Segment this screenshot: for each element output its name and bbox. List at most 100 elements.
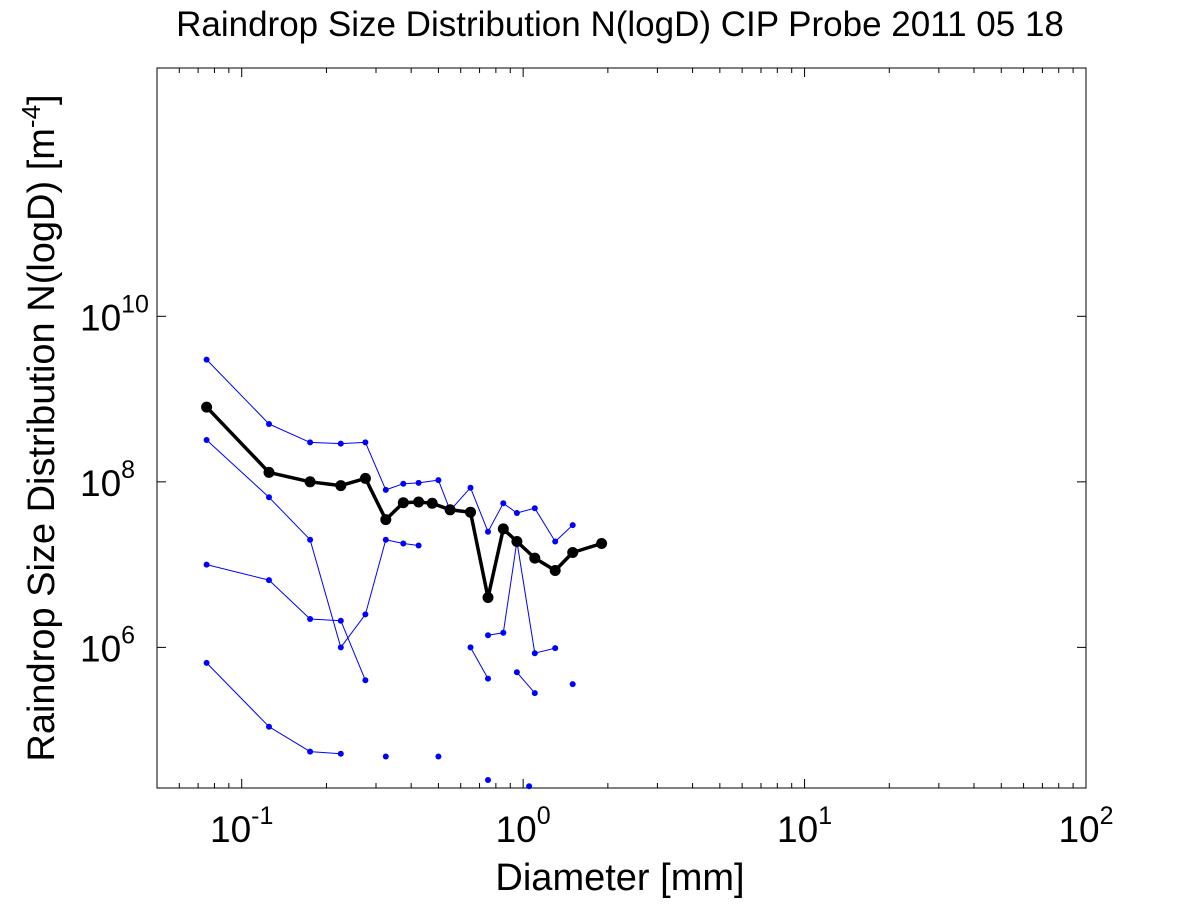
sample-data-point: [266, 577, 272, 584]
mean-data-point: [397, 497, 409, 509]
y-tick-base: 10: [80, 628, 121, 669]
sample-data-point: [531, 650, 538, 657]
x-tick-label: 102: [1058, 802, 1113, 850]
sample-series: [203, 437, 422, 651]
sample-data-point: [382, 536, 389, 543]
mean-data-point: [511, 536, 523, 547]
sample-data-point: [382, 486, 389, 493]
x-tick-exponent: 0: [537, 802, 551, 830]
sample-data-point: [337, 617, 344, 624]
mean-data-point: [380, 514, 392, 526]
mean-data-point: [201, 401, 213, 413]
mean-data-point: [549, 565, 561, 576]
mean-data-point: [426, 497, 438, 509]
sample-data-point: [569, 681, 576, 688]
y-tick-label: 1010: [80, 290, 149, 338]
sample-data-point: [362, 611, 369, 618]
mean-data-point: [359, 472, 371, 484]
mean-data-point: [465, 506, 476, 518]
sample-data-point: [266, 421, 272, 427]
sample-data-point: [552, 538, 559, 545]
sample-data-point: [266, 723, 272, 730]
sample-data-point: [485, 675, 491, 682]
sample-series: [435, 753, 442, 760]
sample-data-point: [307, 616, 314, 622]
sample-data-point: [500, 500, 507, 507]
y-axis-label: Raindrop Size Distribution N(logD) [m-4]: [16, 94, 63, 761]
sample-series-line: [470, 647, 489, 679]
x-tick-base: 10: [777, 809, 818, 850]
sample-data-point: [382, 753, 389, 760]
x-axis-label: Diameter [mm]: [495, 857, 744, 899]
mean-data-point: [497, 523, 509, 535]
x-tick-exponent: 1: [818, 802, 832, 830]
sample-data-point: [467, 644, 474, 651]
y-tick-exponent: 8: [121, 456, 135, 484]
sample-data-point: [337, 750, 344, 757]
series-layer: [201, 356, 608, 790]
sample-data-point: [531, 690, 538, 697]
x-tick-label: 10-1: [210, 802, 273, 850]
sample-data-point: [362, 677, 369, 684]
mean-data-point: [444, 504, 456, 516]
sample-series-line: [516, 671, 536, 694]
sample-data-point: [266, 494, 272, 501]
sample-data-point: [203, 659, 210, 666]
mean-series: [201, 401, 608, 603]
sample-data-point: [307, 748, 314, 755]
sample-data-point: [526, 783, 533, 790]
sample-data-point: [415, 542, 422, 549]
sample-data-point: [485, 632, 491, 639]
chart-title: Raindrop Size Distribution N(logD) CIP P…: [176, 5, 1064, 44]
sample-data-point: [531, 505, 538, 512]
y-tick-label: 108: [80, 456, 135, 504]
mean-data-point: [304, 476, 316, 488]
sample-series-line: [206, 662, 341, 755]
mean-data-point: [596, 538, 608, 549]
sample-data-point: [435, 753, 442, 760]
x-tick-label: 101: [777, 802, 832, 850]
mean-data-point: [413, 496, 425, 508]
sample-data-point: [485, 777, 491, 783]
sample-data-point: [307, 536, 314, 543]
sample-data-point: [500, 629, 507, 636]
sample-data-point: [513, 510, 520, 516]
mean-data-point: [529, 552, 541, 564]
y-axis-label-text: Raindrop Size Distribution N(logD) [m: [21, 128, 63, 762]
sample-series: [513, 669, 538, 697]
sample-data-point: [467, 484, 474, 491]
x-axis: 10-1 100 101 102: [178, 68, 1114, 850]
x-tick-base: 10: [1058, 809, 1099, 850]
sample-series: [203, 561, 369, 684]
sample-data-point: [337, 644, 344, 651]
sample-data-point: [203, 437, 210, 443]
mean-data-point: [335, 480, 347, 492]
sample-series: [526, 783, 533, 790]
mean-data-point: [263, 466, 275, 478]
sample-data-point: [203, 356, 210, 363]
sample-data-point: [485, 528, 491, 535]
x-tick-label: 100: [496, 802, 551, 850]
sample-data-point: [569, 522, 576, 529]
sample-series: [382, 753, 389, 760]
sample-series: [569, 681, 576, 688]
y-axis-label-exponent: -4: [16, 105, 46, 128]
y-tick-base: 10: [80, 463, 121, 504]
sample-data-point: [552, 645, 559, 652]
y-tick-exponent: 6: [121, 621, 135, 649]
y-tick-exponent: 10: [121, 290, 149, 318]
x-tick-base: 10: [496, 809, 537, 850]
sample-data-point: [400, 480, 407, 487]
sample-data-point: [400, 540, 407, 547]
plot-area: [156, 67, 1087, 789]
sample-data-point: [513, 669, 520, 676]
sample-series: [485, 777, 491, 783]
x-tick-exponent: 2: [1100, 802, 1114, 830]
mean-data-point: [567, 547, 579, 558]
sample-series: [467, 644, 491, 682]
y-tick-base: 10: [80, 297, 121, 338]
sample-data-point: [307, 439, 314, 446]
